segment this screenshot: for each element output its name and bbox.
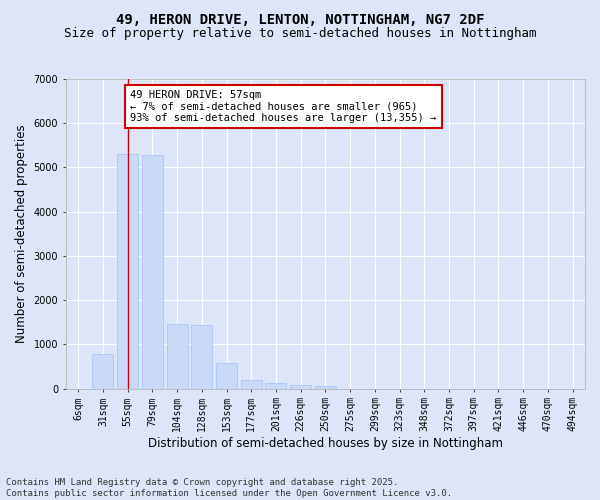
Bar: [167, 324, 188, 388]
Text: Contains HM Land Registry data © Crown copyright and database right 2025.
Contai: Contains HM Land Registry data © Crown c…: [6, 478, 452, 498]
Y-axis label: Number of semi-detached properties: Number of semi-detached properties: [15, 124, 28, 343]
Bar: [265, 383, 286, 388]
Text: 49 HERON DRIVE: 57sqm
← 7% of semi-detached houses are smaller (965)
93% of semi: 49 HERON DRIVE: 57sqm ← 7% of semi-detac…: [130, 90, 436, 124]
Bar: [191, 326, 212, 388]
Bar: [216, 363, 237, 388]
Bar: [315, 386, 336, 388]
Bar: [290, 385, 311, 388]
Bar: [92, 354, 113, 388]
Bar: [117, 154, 138, 388]
Bar: [142, 155, 163, 388]
Text: Size of property relative to semi-detached houses in Nottingham: Size of property relative to semi-detach…: [64, 28, 536, 40]
X-axis label: Distribution of semi-detached houses by size in Nottingham: Distribution of semi-detached houses by …: [148, 437, 503, 450]
Text: 49, HERON DRIVE, LENTON, NOTTINGHAM, NG7 2DF: 49, HERON DRIVE, LENTON, NOTTINGHAM, NG7…: [116, 12, 484, 26]
Bar: [241, 380, 262, 388]
